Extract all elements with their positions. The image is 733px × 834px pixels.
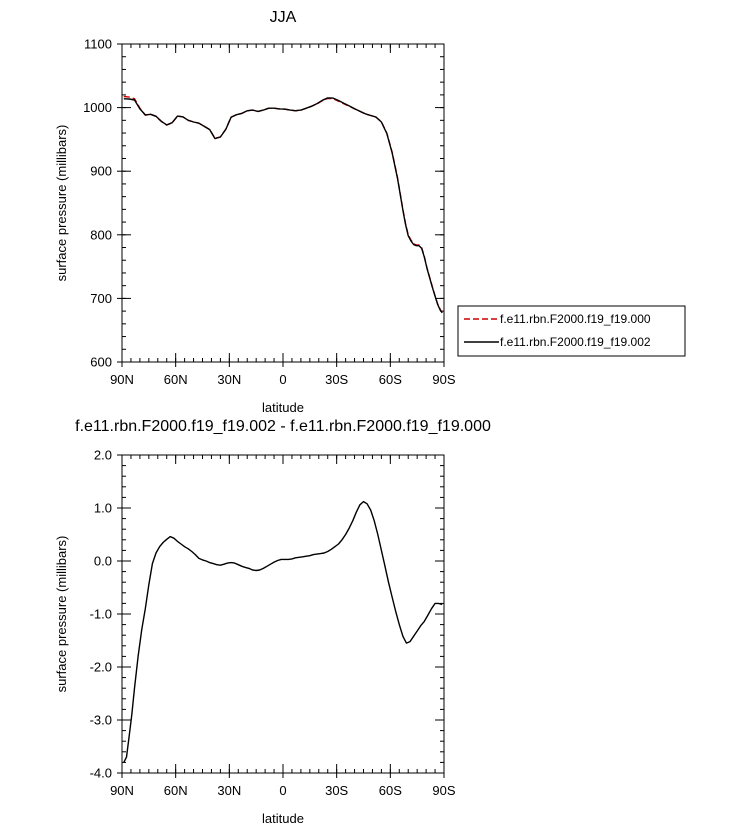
chart-top-legend: f.e11.rbn.F2000.f19_f19.000 f.e11.rbn.F2…	[457, 305, 686, 357]
chart-bottom-y-tick-label: -2.0	[90, 660, 112, 675]
chart-bottom-x-tick-label: 60N	[164, 783, 188, 798]
chart-top-x-tick-label: 30N	[217, 372, 241, 387]
chart-bottom-y-tick-label: -3.0	[90, 713, 112, 728]
chart-bottom-x-tick-label: 60S	[379, 783, 402, 798]
chart-top-y-tick-label: 800	[90, 227, 112, 242]
chart-bottom-x-tick-label: 30N	[217, 783, 241, 798]
chart-bottom-y-axis-title: surface pressure (millibars)	[54, 536, 69, 693]
chart-bottom-series-line-1	[123, 500, 443, 763]
chart-bottom-x-tick-label: 90N	[110, 783, 134, 798]
chart-bottom-y-tick-label: 2.0	[94, 448, 112, 463]
chart-top-series-line-2	[123, 97, 443, 314]
chart-top-y-ticks: 600 700 800 900 1000 1100	[83, 37, 444, 370]
chart-bottom-x-axis-title: latitude	[262, 811, 304, 826]
chart-bottom-x-ticks: 90N 60N 30N 0 30S 60S 90S	[110, 455, 456, 798]
chart-top-series-line-1	[123, 95, 443, 313]
chart-top-plot-frame	[121, 43, 445, 363]
chart-top-x-tick-label: 90S	[432, 372, 455, 387]
chart-bottom-y-tick-label: 1.0	[94, 501, 112, 516]
chart-bottom-y-tick-label: 0.0	[94, 554, 112, 569]
chart-top-x-tick-label: 30S	[325, 372, 348, 387]
chart-bottom-x-tick-label: 90S	[432, 783, 455, 798]
chart-top: JJA 90N 60N 30N 0 30S 60S 90S 600 700 800 900 1000…	[54, 9, 686, 415]
chart-bottom: f.e11.rbn.F2000.f19_f19.002 - f.e11.rbn.…	[54, 418, 491, 826]
chart-top-x-ticks: 90N 60N 30N 0 30S 60S 90S	[110, 44, 456, 387]
chart-bottom-title: f.e11.rbn.F2000.f19_f19.002 - f.e11.rbn.…	[75, 418, 491, 435]
legend-label-series-2: f.e11.rbn.F2000.f19_f19.002	[500, 335, 651, 349]
chart-top-y-tick-label: 900	[90, 164, 112, 179]
chart-top-y-axis-title: surface pressure (millibars)	[54, 125, 69, 282]
chart-bottom-x-tick-label: 30S	[325, 783, 348, 798]
legend-label-series-1: f.e11.rbn.F2000.f19_f19.000	[500, 312, 651, 326]
chart-bottom-x-tick-label: 0	[279, 783, 286, 798]
chart-bottom-y-ticks: -4.0 -3.0 -2.0 -1.0 0.0 1.0 2.0	[90, 448, 444, 781]
chart-top-x-tick-label: 60N	[164, 372, 188, 387]
chart-bottom-y-tick-label: -4.0	[90, 766, 112, 781]
chart-bottom-series-group	[123, 500, 443, 763]
chart-top-y-tick-label: 600	[90, 355, 112, 370]
chart-top-x-axis-title: latitude	[262, 400, 304, 415]
chart-top-x-tick-label: 60S	[379, 372, 402, 387]
chart-top-y-tick-label: 1100	[84, 37, 112, 52]
chart-top-series-group	[123, 95, 443, 314]
chart-top-title: JJA	[270, 9, 297, 26]
chart-top-x-tick-label: 0	[279, 372, 286, 387]
chart-top-x-tick-label: 90N	[110, 372, 134, 387]
chart-top-y-tick-label: 1000	[83, 100, 112, 115]
legend-box	[457, 305, 686, 357]
chart-bottom-y-tick-label: -1.0	[90, 607, 112, 622]
chart-top-y-tick-label: 700	[90, 291, 112, 306]
